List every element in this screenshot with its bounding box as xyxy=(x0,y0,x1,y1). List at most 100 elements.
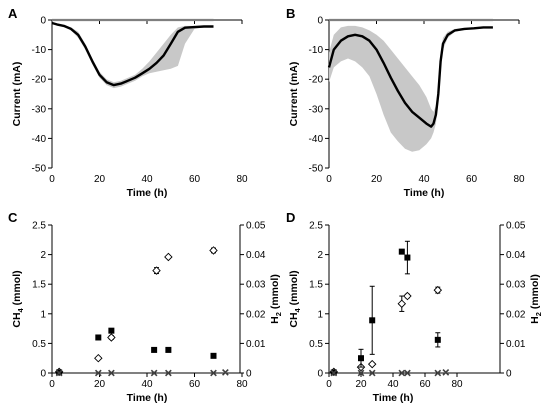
x-tick-label: 0 xyxy=(49,379,55,390)
data-point-x xyxy=(165,369,172,377)
y-axis-label: CH4 (mmol) xyxy=(288,270,302,327)
y-axis-label-rest: (mmol) xyxy=(288,270,300,308)
y2-tick-label: 0.04 xyxy=(246,250,266,261)
x-tick-label: 60 xyxy=(189,379,201,390)
y-tick-label: 1 xyxy=(317,309,323,320)
data-point-x xyxy=(222,369,229,376)
y-tick-label: 1.5 xyxy=(32,280,46,291)
data-point-diamond xyxy=(94,353,103,363)
subscript: 4 xyxy=(293,307,302,312)
data-point-x xyxy=(368,369,376,377)
data-point-diamond xyxy=(433,285,443,295)
y-tick-label: -20 xyxy=(309,75,324,86)
data-point-x xyxy=(442,369,450,376)
series-0 xyxy=(329,285,443,377)
data-point-square xyxy=(398,248,405,255)
y-tick-label: -30 xyxy=(309,104,324,115)
y-tick-label: 0.5 xyxy=(309,339,323,350)
y-tick-label: -30 xyxy=(32,104,47,115)
y2-ticks: 0 0.01 0.02 0.03 0.04 0.05 xyxy=(500,221,526,380)
error-band xyxy=(329,25,493,152)
y2-tick-label: 0.02 xyxy=(506,309,526,320)
data-point-diamond xyxy=(152,266,161,275)
x-axis-label: Time (h) xyxy=(127,392,168,404)
data-point-diamond xyxy=(164,252,173,262)
data-point-square xyxy=(404,254,411,261)
data-point-diamond xyxy=(367,359,377,369)
x-tick-label: 0 xyxy=(326,174,332,185)
series-2 xyxy=(330,369,450,377)
y-tick-label: -50 xyxy=(32,164,47,175)
y-axis-label: Current (mA) xyxy=(288,62,300,127)
series-1 xyxy=(51,21,214,89)
data-point-square xyxy=(434,336,441,343)
y2-ticks: 0 0.01 0.02 0.03 0.04 0.05 xyxy=(240,221,266,380)
y-tick-label: -10 xyxy=(309,45,324,56)
x-tick-label: 20 xyxy=(94,174,106,185)
x-ticks: 0 20 40 60 80 xyxy=(326,373,463,390)
data-point-square xyxy=(369,317,376,324)
panel-letter: C xyxy=(8,210,18,225)
data-point-x xyxy=(210,369,217,377)
series-0 xyxy=(54,246,218,377)
x-tick-label: 80 xyxy=(451,379,463,390)
y2-axis-label: H2 (mmol) xyxy=(529,274,543,324)
series-2 xyxy=(55,369,229,377)
y2-tick-label: 0.01 xyxy=(506,339,526,350)
y-ticks: 0 0.5 1 1.5 2 2.5 xyxy=(32,221,52,380)
y-tick-label: 2.5 xyxy=(32,221,46,232)
y2-tick-label: 0.01 xyxy=(246,339,266,350)
data-point-x xyxy=(150,369,158,377)
y-tick-label: 0 xyxy=(317,369,323,380)
panel-letter: A xyxy=(8,6,18,21)
y2-tick-label: 0.05 xyxy=(506,221,526,232)
y2-tick-label: 0.03 xyxy=(246,280,266,291)
y-axis-label: Current (mA) xyxy=(11,62,23,127)
y-tick-label: -40 xyxy=(309,134,324,145)
data-point-x xyxy=(357,369,365,377)
y-tick-label: 0 xyxy=(317,16,323,27)
y-ticks: 0 -10 -20 -30 -40 -50 xyxy=(32,16,52,175)
y2-tick-label: 0.02 xyxy=(246,309,266,320)
y2-tick-label: 0.04 xyxy=(506,250,526,261)
x-tick-label: 20 xyxy=(94,379,106,390)
data-point-diamond xyxy=(403,291,412,301)
series-1 xyxy=(327,25,493,152)
data-point-diamond xyxy=(107,333,116,342)
y-tick-label: 0 xyxy=(40,16,46,27)
y-tick-label: -20 xyxy=(32,75,47,86)
data-point-diamond xyxy=(209,246,218,255)
x-axis-label: Time (h) xyxy=(127,187,168,199)
subscript: 2 xyxy=(534,312,543,316)
x-axis-label: Time (h) xyxy=(373,392,414,404)
y2-tick-label: 0 xyxy=(506,369,512,380)
data-point-square xyxy=(358,355,364,362)
y2-axis-label: H2 (mmol) xyxy=(269,274,283,324)
series-line xyxy=(51,21,214,87)
data-point-x xyxy=(404,369,411,377)
y-tick-label: 2.5 xyxy=(309,221,323,232)
y-ticks: 0 0.5 1 1.5 2 2.5 xyxy=(309,221,329,380)
y-tick-label: 0 xyxy=(40,369,46,380)
x-tick-label: 60 xyxy=(466,174,478,185)
data-point-x xyxy=(108,369,115,377)
y-axis-label-rest: (mmol) xyxy=(11,270,23,308)
y2-axis-label-rest: (mmol) xyxy=(269,274,281,312)
data-point-square xyxy=(108,327,115,334)
data-point-square xyxy=(165,346,172,353)
x-tick-label: 20 xyxy=(371,174,383,185)
y-tick-label: 2 xyxy=(317,250,323,261)
series-1 xyxy=(330,240,441,376)
subscript: 4 xyxy=(16,307,25,312)
x-tick-label: 40 xyxy=(141,174,153,185)
x-ticks: 0 20 40 60 80 xyxy=(49,373,248,390)
data-point-square xyxy=(151,346,158,353)
data-point-diamond xyxy=(397,299,407,308)
data-point-square xyxy=(95,334,102,341)
x-tick-label: 20 xyxy=(355,379,367,390)
y2-tick-label: 0.03 xyxy=(506,280,526,291)
y2-axis-label-rest: (mmol) xyxy=(529,274,541,312)
